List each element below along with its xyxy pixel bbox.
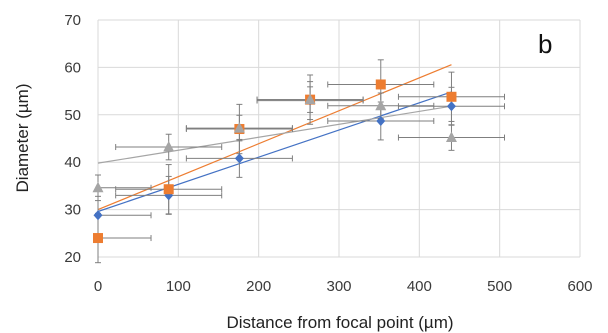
diamond-marker <box>376 115 386 126</box>
x-tick-label: 500 <box>487 278 512 295</box>
x-tick-label: 300 <box>326 278 351 295</box>
y-tick-label: 50 <box>64 107 81 124</box>
y-tick-label: 30 <box>64 202 81 219</box>
y-tick-label: 60 <box>64 59 81 76</box>
diamond-marker <box>93 210 103 221</box>
triangle-marker <box>445 131 457 143</box>
y-axis-title: Diameter (µm) <box>13 84 32 193</box>
triangle-marker <box>233 122 245 133</box>
triangle-marker <box>163 141 175 152</box>
square-marker <box>163 184 174 195</box>
diamond-marker <box>446 101 456 112</box>
y-tick-label: 20 <box>64 249 81 266</box>
error-bars <box>95 59 505 264</box>
data-markers <box>92 79 457 244</box>
x-tick-label: 200 <box>246 278 271 295</box>
diamond-marker <box>234 153 244 164</box>
trend-lines <box>97 64 452 213</box>
x-tick-label: 100 <box>166 278 191 295</box>
square-trendline <box>97 64 452 211</box>
y-tick-label: 70 <box>64 12 81 29</box>
triangle-marker <box>375 99 387 111</box>
x-tick-label: 600 <box>567 278 592 295</box>
square-marker <box>93 233 103 244</box>
triangle-trendline <box>97 105 452 164</box>
triangle-marker <box>92 181 104 193</box>
grid-lines <box>97 19 581 258</box>
y-tick-label: 40 <box>64 154 81 171</box>
x-tick-label: 400 <box>407 278 432 295</box>
x-tick-label: 0 <box>94 278 102 295</box>
triangle-marker <box>304 93 316 105</box>
diamond-trendline <box>97 91 452 213</box>
panel-label: b <box>538 29 552 59</box>
x-axis-title: Distance from focal point (µm) <box>226 313 453 332</box>
square-marker <box>446 91 457 102</box>
square-marker <box>375 79 386 90</box>
tick-labels: 0 100 200 300 400 500 600 20 30 40 50 60 70 <box>64 12 592 295</box>
